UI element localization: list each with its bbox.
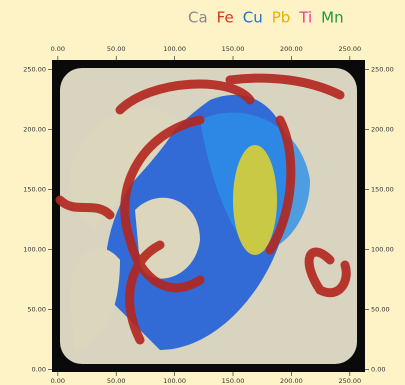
y-tick-label: 250.00 [23, 66, 46, 74]
x-tick-label: 50.00 [107, 45, 126, 53]
x-tick-label: 150.00 [222, 377, 245, 385]
elemental-map [52, 60, 365, 372]
x-tick-label: 200.00 [280, 45, 303, 53]
y-tick-label: 150.00 [23, 186, 46, 194]
x-tick-label: 250.00 [338, 45, 361, 53]
y-tick-label: 0.00 [371, 366, 385, 374]
legend-entry: Fe [217, 9, 234, 27]
x-tick-label: 150.00 [222, 45, 245, 53]
y-tick-label: 200.00 [23, 126, 46, 134]
legend-entry: Ti [298, 9, 312, 27]
x-tick-label: 0.00 [51, 377, 65, 385]
map-ca-region [70, 248, 120, 350]
y-tick-label: 50.00 [371, 306, 390, 314]
y-tick-label: 200.00 [371, 126, 394, 134]
y-tick-label: 250.00 [371, 66, 394, 74]
map-fe-trace [55, 195, 115, 220]
x-tick-label: 200.00 [280, 377, 303, 385]
map-fe-trace [225, 73, 345, 100]
map-fe-trace [304, 247, 351, 297]
legend-entry: Pb [272, 9, 291, 27]
x-tick-label: 0.00 [51, 45, 65, 53]
y-tick-label: 150.00 [371, 186, 394, 194]
map-ca-region [135, 197, 200, 279]
legend-entry: Mn [321, 9, 343, 27]
y-tick-label: 50.00 [27, 306, 46, 314]
y-tick-label: 0.00 [32, 366, 46, 374]
y-tick-label: 100.00 [23, 246, 46, 254]
map-fe-trace [120, 115, 205, 293]
x-tick-label: 250.00 [338, 377, 361, 385]
legend-entry: Cu [243, 9, 263, 27]
map-pb-region [233, 145, 277, 255]
map-fe-trace [265, 115, 296, 255]
x-tick-label: 50.00 [107, 377, 126, 385]
map-fe-trace [125, 240, 165, 345]
x-tick-label: 100.00 [163, 377, 186, 385]
x-tick-label: 100.00 [163, 45, 186, 53]
legend-entry: Ca [188, 9, 208, 27]
map-fe-traces [55, 73, 351, 345]
y-tick-label: 100.00 [371, 246, 394, 254]
map-fe-trace [115, 79, 255, 115]
